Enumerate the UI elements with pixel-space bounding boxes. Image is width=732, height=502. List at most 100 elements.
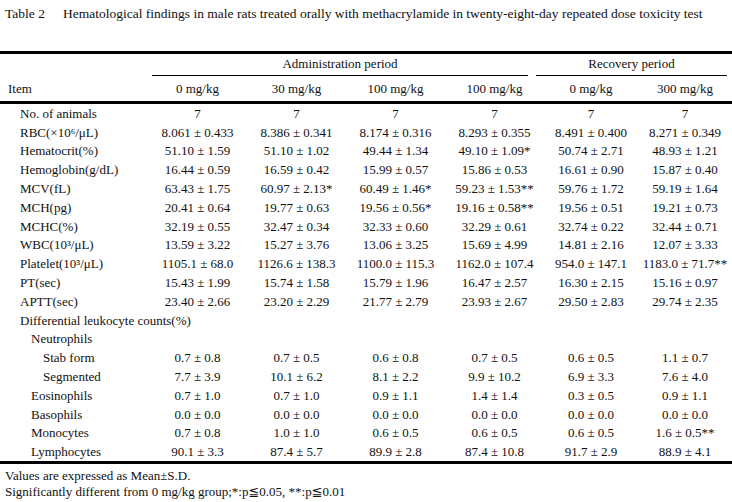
table-row: Segmented7.7 ± 3.910.1 ± 6.28.1 ± 2.29.9… bbox=[0, 367, 732, 386]
row-label: Monocytes bbox=[0, 424, 148, 443]
value-cell: 15.79 ± 1.96 bbox=[346, 273, 445, 292]
admin-period-header: Administration period bbox=[148, 53, 544, 77]
value-cell: 32.44 ± 0.71 bbox=[638, 217, 732, 236]
value-cell: 0.3 ± 0.5 bbox=[544, 386, 638, 405]
value-cell: 8.491 ± 0.400 bbox=[544, 123, 638, 142]
value-cell: 90.1 ± 3.3 bbox=[148, 442, 247, 462]
table-body: No. of animals777777RBC(×10⁶/μL)8.061 ± … bbox=[0, 103, 732, 463]
value-cell: 0.0 ± 0.0 bbox=[638, 405, 732, 424]
row-label: No. of animals bbox=[0, 103, 148, 123]
value-cell: 51.10 ± 1.02 bbox=[247, 142, 346, 161]
value-cell: 7 bbox=[638, 103, 732, 123]
caption-title: Hematological findings in male rats trea… bbox=[63, 5, 727, 22]
dose-column-header: 100 mg/kg bbox=[445, 76, 544, 103]
value-cell: 1162.0 ± 107.4 bbox=[445, 254, 544, 273]
value-cell: 14.81 ± 2.16 bbox=[544, 236, 638, 255]
value-cell: 1126.6 ± 138.3 bbox=[247, 254, 346, 273]
value-cell: 19.77 ± 0.63 bbox=[247, 198, 346, 217]
value-cell: 0.7 ± 0.8 bbox=[148, 424, 247, 443]
value-cell: 20.41 ± 0.64 bbox=[148, 198, 247, 217]
value-cell: 60.49 ± 1.46* bbox=[346, 179, 445, 198]
row-label: Eosinophils bbox=[0, 386, 148, 405]
table-row: Eosinophils0.7 ± 1.00.7 ± 1.00.9 ± 1.11.… bbox=[0, 386, 732, 405]
value-cell: 50.74 ± 2.71 bbox=[544, 142, 638, 161]
footnote-values-note: Values are expressed as Mean±S.D. bbox=[5, 468, 345, 484]
value-cell bbox=[247, 311, 346, 330]
value-cell: 7 bbox=[445, 103, 544, 123]
table-row: MCV(fL)63.43 ± 1.7560.97 ± 2.13*60.49 ± … bbox=[0, 179, 732, 198]
value-cell: 87.4 ± 10.8 bbox=[445, 442, 544, 462]
value-cell: 1.6 ± 0.5** bbox=[638, 424, 732, 443]
value-cell: 0.7 ± 1.0 bbox=[148, 386, 247, 405]
value-cell: 16.44 ± 0.59 bbox=[148, 160, 247, 179]
value-cell: 13.59 ± 3.22 bbox=[148, 236, 247, 255]
table-row: MCH(pg)20.41 ± 0.6419.77 ± 0.6319.56 ± 0… bbox=[0, 198, 732, 217]
row-label: RBC(×10⁶/μL) bbox=[0, 123, 148, 142]
item-column-header: Item bbox=[0, 76, 148, 103]
hematology-table: Administration period Recovery period It… bbox=[0, 51, 732, 464]
recovery-period-label: Recovery period bbox=[536, 55, 727, 76]
value-cell: 1.0 ± 1.0 bbox=[247, 424, 346, 443]
row-label: PT(sec) bbox=[0, 273, 148, 292]
value-cell: 7.6 ± 4.0 bbox=[638, 367, 732, 386]
value-cell: 9.9 ± 10.2 bbox=[445, 367, 544, 386]
value-cell: 32.33 ± 0.60 bbox=[346, 217, 445, 236]
value-cell: 1183.0 ± 71.7** bbox=[638, 254, 732, 273]
value-cell: 13.06 ± 3.25 bbox=[346, 236, 445, 255]
value-cell: 23.40 ± 2.66 bbox=[148, 292, 247, 311]
admin-period-label: Administration period bbox=[152, 55, 528, 76]
value-cell bbox=[346, 330, 445, 349]
value-cell: 60.97 ± 2.13* bbox=[247, 179, 346, 198]
value-cell: 16.61 ± 0.90 bbox=[544, 160, 638, 179]
value-cell: 49.44 ± 1.34 bbox=[346, 142, 445, 161]
value-cell: 0.6 ± 0.5 bbox=[445, 424, 544, 443]
value-cell bbox=[544, 311, 638, 330]
value-cell: 21.77 ± 2.79 bbox=[346, 292, 445, 311]
table-caption: Table 2 Hematological findings in male r… bbox=[5, 5, 732, 22]
row-label: Platelet(10³/μL) bbox=[0, 254, 148, 273]
row-label: APTT(sec) bbox=[0, 292, 148, 311]
page: Table 2 Hematological findings in male r… bbox=[0, 0, 732, 502]
value-cell: 0.0 ± 0.0 bbox=[544, 405, 638, 424]
value-cell: 0.7 ± 1.0 bbox=[247, 386, 346, 405]
value-cell: 8.1 ± 2.2 bbox=[346, 367, 445, 386]
value-cell: 16.47 ± 2.57 bbox=[445, 273, 544, 292]
table-row: WBC(10³/μL)13.59 ± 3.2215.27 ± 3.7613.06… bbox=[0, 236, 732, 255]
value-cell: 0.7 ± 0.8 bbox=[148, 348, 247, 367]
value-cell: 59.23 ± 1.53** bbox=[445, 179, 544, 198]
dose-column-header: 100 mg/kg bbox=[346, 76, 445, 103]
value-cell: 19.56 ± 0.56* bbox=[346, 198, 445, 217]
value-cell: 48.93 ± 1.21 bbox=[638, 142, 732, 161]
value-cell: 19.16 ± 0.58** bbox=[445, 198, 544, 217]
footnote-significance-note: Significantly different from 0 mg/kg gro… bbox=[5, 484, 345, 500]
value-cell bbox=[638, 311, 732, 330]
value-cell: 0.0 ± 0.0 bbox=[148, 405, 247, 424]
table-number: Table 2 bbox=[5, 5, 63, 22]
row-label: Hemoglobin(g/dL) bbox=[0, 160, 148, 179]
value-cell bbox=[445, 330, 544, 349]
value-cell: 49.10 ± 1.09* bbox=[445, 142, 544, 161]
value-cell: 87.4 ± 5.7 bbox=[247, 442, 346, 462]
value-cell bbox=[445, 311, 544, 330]
table-row: Hematocrit(%)51.10 ± 1.5951.10 ± 1.0249.… bbox=[0, 142, 732, 161]
value-cell: 12.07 ± 3.33 bbox=[638, 236, 732, 255]
value-cell: 1.1 ± 0.7 bbox=[638, 348, 732, 367]
value-cell: 0.0 ± 0.0 bbox=[346, 405, 445, 424]
value-cell: 1100.0 ± 115.3 bbox=[346, 254, 445, 273]
value-cell: 15.99 ± 0.57 bbox=[346, 160, 445, 179]
value-cell: 1105.1 ± 68.0 bbox=[148, 254, 247, 273]
value-cell: 0.7 ± 0.5 bbox=[247, 348, 346, 367]
table-row: MCHC(%)32.19 ± 0.5532.47 ± 0.3432.33 ± 0… bbox=[0, 217, 732, 236]
table-row: PT(sec)15.43 ± 1.9915.74 ± 1.5815.79 ± 1… bbox=[0, 273, 732, 292]
table-header: Administration period Recovery period It… bbox=[0, 53, 732, 103]
row-label: Basophils bbox=[0, 405, 148, 424]
value-cell: 15.69 ± 4.99 bbox=[445, 236, 544, 255]
value-cell: 15.43 ± 1.99 bbox=[148, 273, 247, 292]
value-cell: 15.87 ± 0.40 bbox=[638, 160, 732, 179]
value-cell: 23.93 ± 2.67 bbox=[445, 292, 544, 311]
value-cell: 15.86 ± 0.53 bbox=[445, 160, 544, 179]
value-cell: 59.19 ± 1.64 bbox=[638, 179, 732, 198]
table-row: Neutrophils bbox=[0, 330, 732, 349]
dose-column-header: 300 mg/kg bbox=[638, 76, 732, 103]
value-cell: 0.9 ± 1.1 bbox=[346, 386, 445, 405]
